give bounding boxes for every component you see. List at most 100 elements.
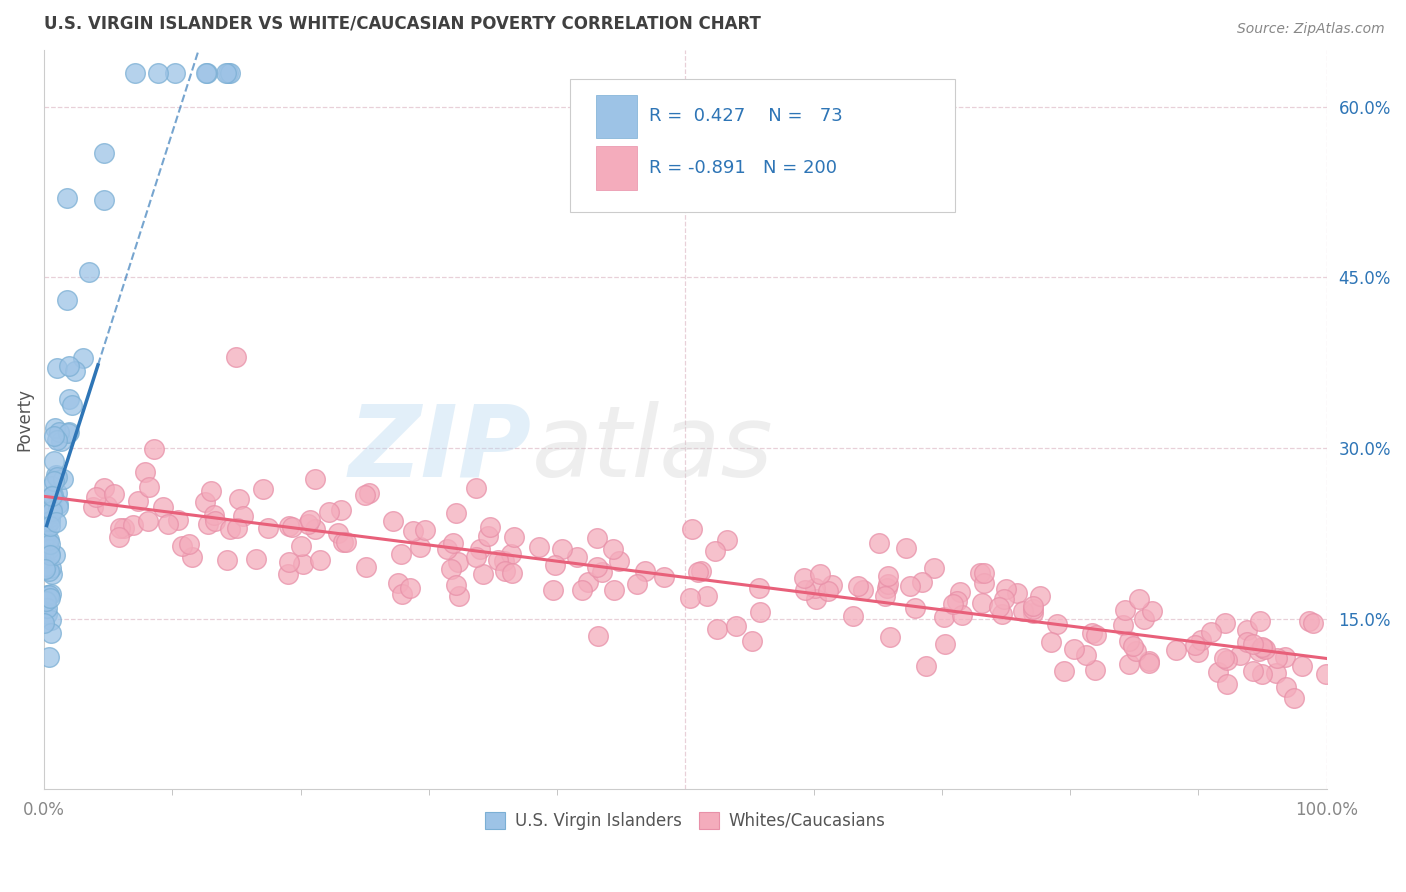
- Text: atlas: atlas: [531, 401, 773, 498]
- Point: [86, 490, 108, 504]
- Point: [41, 489, 63, 503]
- Point: [35, 529, 58, 543]
- Point: [804, 581, 827, 595]
- Point: [1063, 641, 1085, 656]
- Point: [46, 500, 69, 515]
- Point: [37, 607, 59, 622]
- Point: [44, 548, 66, 562]
- Point: [218, 65, 240, 79]
- Point: [146, 65, 169, 79]
- Point: [478, 520, 501, 534]
- Point: [1274, 681, 1296, 695]
- Point: [741, 633, 763, 648]
- Point: [391, 587, 413, 601]
- Point: [44, 429, 66, 443]
- Point: [527, 540, 550, 554]
- Point: [946, 594, 969, 608]
- Point: [252, 482, 274, 496]
- Point: [1199, 624, 1222, 639]
- Point: [167, 513, 190, 527]
- Point: [72, 351, 94, 366]
- Point: [690, 565, 713, 579]
- Point: [218, 522, 240, 536]
- Point: [1137, 654, 1160, 668]
- Point: [634, 564, 657, 578]
- Point: [1074, 648, 1097, 663]
- Point: [1251, 666, 1274, 681]
- Point: [1251, 640, 1274, 654]
- Point: [1229, 648, 1251, 662]
- Point: [543, 558, 565, 572]
- Point: [1081, 626, 1104, 640]
- Point: [896, 541, 918, 555]
- Point: [58, 425, 80, 440]
- Point: [42, 453, 65, 467]
- Point: [37, 600, 59, 615]
- Point: [1206, 665, 1229, 679]
- Point: [60, 398, 83, 412]
- Point: [335, 535, 357, 549]
- Point: [1046, 616, 1069, 631]
- Point: [571, 582, 593, 597]
- Point: [994, 582, 1017, 596]
- Point: [652, 570, 675, 584]
- Point: [354, 488, 377, 502]
- Point: [904, 600, 927, 615]
- Point: [179, 536, 201, 550]
- Point: [38, 548, 60, 562]
- Point: [1012, 604, 1035, 618]
- Point: [681, 522, 703, 536]
- Point: [942, 597, 965, 611]
- Point: [1189, 633, 1212, 648]
- Point: [225, 350, 247, 364]
- Point: [34, 559, 56, 574]
- Point: [298, 513, 321, 527]
- Point: [39, 561, 62, 575]
- Point: [52, 472, 75, 486]
- Point: [93, 482, 115, 496]
- Point: [821, 578, 844, 592]
- Point: [63, 364, 86, 378]
- Point: [969, 566, 991, 581]
- Point: [987, 599, 1010, 614]
- Point: [48, 425, 70, 439]
- Point: [934, 637, 956, 651]
- Point: [970, 596, 993, 610]
- Point: [808, 567, 831, 582]
- Point: [138, 480, 160, 494]
- Point: [877, 577, 900, 591]
- Point: [58, 425, 80, 439]
- Point: [112, 521, 135, 535]
- Point: [39, 587, 62, 601]
- Point: [1302, 615, 1324, 630]
- Point: [1125, 643, 1147, 657]
- Point: [550, 541, 572, 556]
- Point: [49, 434, 72, 448]
- Point: [1029, 590, 1052, 604]
- Point: [354, 559, 377, 574]
- Point: [993, 592, 1015, 607]
- Point: [876, 569, 898, 583]
- Point: [44, 474, 66, 488]
- Point: [42, 488, 65, 502]
- Point: [1022, 606, 1045, 620]
- Point: [215, 65, 238, 79]
- Point: [39, 506, 62, 520]
- Point: [444, 578, 467, 592]
- Point: [108, 521, 131, 535]
- Point: [304, 472, 326, 486]
- Point: [465, 481, 488, 495]
- Point: [56, 293, 79, 307]
- Point: [441, 536, 464, 550]
- Point: [200, 484, 222, 499]
- Point: [973, 576, 995, 591]
- Point: [1022, 602, 1045, 616]
- Point: [898, 578, 921, 592]
- Point: [38, 537, 60, 551]
- Point: [603, 582, 626, 597]
- Point: [1007, 585, 1029, 599]
- Point: [1236, 635, 1258, 649]
- Point: [1040, 634, 1063, 648]
- Point: [38, 564, 60, 578]
- Point: [228, 491, 250, 506]
